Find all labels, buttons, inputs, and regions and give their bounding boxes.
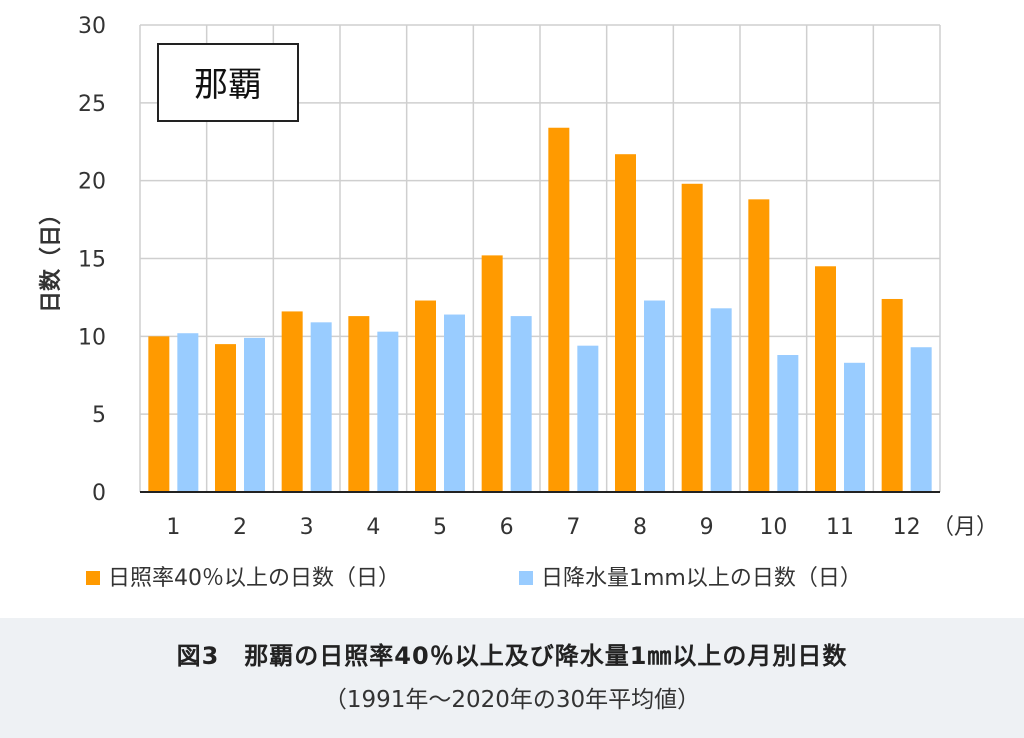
- bar-sunshine-10: [748, 199, 770, 492]
- x-tick-label: 6: [500, 515, 514, 540]
- figure-caption-subtitle: （1991年～2020年の30年平均値）: [323, 687, 701, 713]
- legend-label-sunshine: 日照率40％以上の日数（日）: [108, 566, 400, 591]
- x-tick-label: 12: [893, 515, 921, 540]
- legend-label-precipitation: 日降水量1mm以上の日数（日）: [541, 566, 862, 591]
- y-tick-label: 5: [92, 403, 106, 428]
- bars: [148, 127, 932, 493]
- y-tick-label: 20: [78, 170, 106, 195]
- x-tick-label: 4: [366, 515, 380, 540]
- bar-precipitation-8: [644, 300, 665, 492]
- y-tick-label: 25: [78, 92, 106, 117]
- bar-sunshine-3: [281, 311, 303, 492]
- bar-sunshine-8: [615, 154, 636, 492]
- x-ticks: 1 2 3 4 5 6 7 8 9 10 11 12: [166, 515, 920, 540]
- title-box: 那覇: [157, 43, 299, 122]
- x-tick-label: 10: [759, 515, 787, 540]
- figure-caption-title: 図3 那覇の日照率40％以上及び降水量1㎜以上の月別日数: [176, 642, 848, 670]
- bar-sunshine-11: [815, 266, 836, 492]
- bar-precipitation-5: [444, 314, 465, 492]
- bar-sunshine-9: [681, 183, 703, 492]
- bar-sunshine-5: [415, 300, 436, 492]
- bar-precipitation-11: [844, 362, 865, 492]
- x-tick-label: 9: [700, 515, 714, 540]
- x-tick-label: 1: [166, 515, 180, 540]
- y-tick-label: 10: [78, 325, 106, 350]
- bar-precipitation-4: [377, 331, 399, 492]
- x-tick-label: 11: [826, 515, 854, 540]
- bar-precipitation-2: [244, 337, 265, 492]
- y-tick-label: 30: [78, 14, 106, 39]
- x-tick-label: 7: [566, 515, 580, 540]
- bar-sunshine-12: [881, 298, 903, 492]
- caption-band: [0, 618, 1024, 738]
- bar-sunshine-7: [548, 127, 570, 493]
- legend: 日照率40％以上の日数（日） 日降水量1mm以上の日数（日）: [86, 566, 862, 591]
- bar-precipitation-1: [177, 333, 199, 492]
- bar-sunshine-2: [215, 344, 236, 492]
- x-tick-label: 3: [300, 515, 314, 540]
- bar-precipitation-10: [777, 355, 799, 492]
- bar-precipitation-9: [710, 308, 732, 492]
- x-axis-unit: （月）: [932, 515, 998, 540]
- bar-sunshine-6: [481, 255, 503, 492]
- y-tick-label: 15: [78, 248, 106, 273]
- bar-precipitation-6: [510, 316, 532, 492]
- chart-title: 那覇: [194, 65, 262, 105]
- legend-swatch-sunshine: [86, 571, 100, 585]
- legend-swatch-precipitation: [519, 571, 533, 585]
- x-tick-label: 5: [433, 515, 447, 540]
- bar-precipitation-7: [577, 345, 599, 492]
- y-ticks: 0 5 10 15 20 25 30: [78, 14, 106, 506]
- x-tick-label: 8: [633, 515, 647, 540]
- y-axis-label: 日数（日）: [38, 203, 64, 313]
- bar-precipitation-3: [310, 322, 332, 492]
- bar-sunshine-1: [148, 336, 170, 492]
- bar-sunshine-4: [348, 316, 370, 492]
- y-tick-label: 0: [92, 481, 106, 506]
- x-tick-label: 2: [233, 515, 247, 540]
- bar-precipitation-12: [910, 347, 932, 492]
